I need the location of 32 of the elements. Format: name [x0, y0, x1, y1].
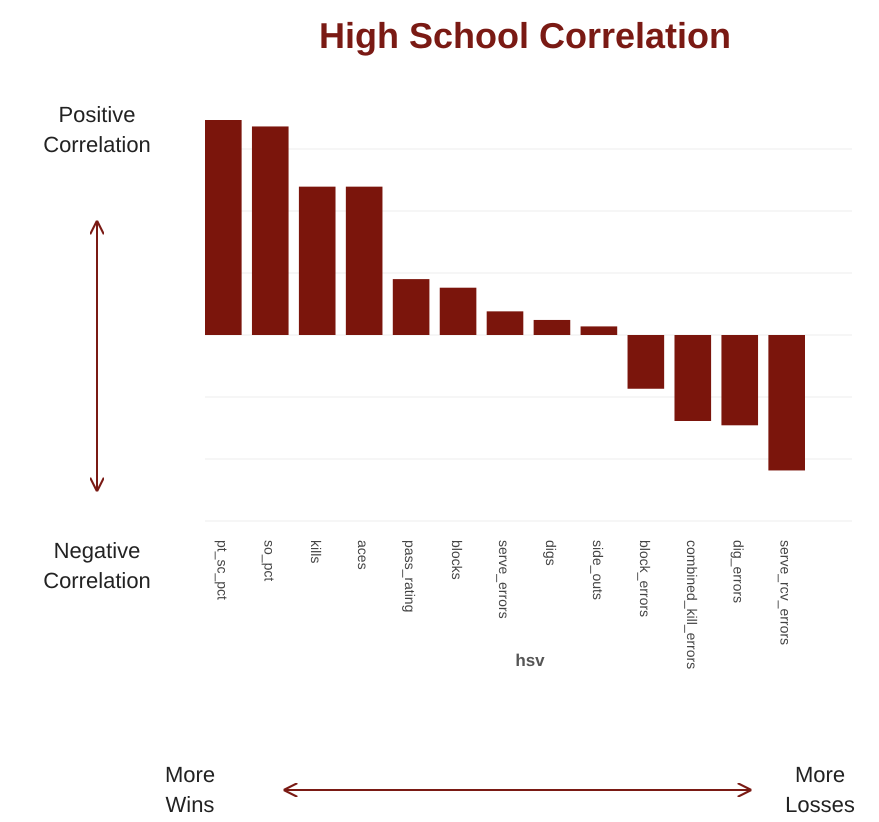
bar	[674, 335, 712, 421]
x-tick-label: side_outs	[590, 540, 606, 600]
text: More Wins	[164, 762, 216, 817]
x-tick-label: combined_kill_errors	[684, 540, 700, 670]
x-tick-label: serve_errors	[496, 540, 512, 619]
bar	[392, 279, 430, 335]
bar	[580, 326, 618, 335]
text: Positive Correlation	[43, 102, 151, 157]
x-tick-label: so_pct	[261, 540, 278, 582]
x-tick-label: blocks	[449, 540, 466, 580]
bar	[205, 120, 242, 335]
bar	[486, 311, 524, 335]
x-axis-title: hsv	[515, 651, 546, 670]
bar	[534, 320, 570, 335]
bar	[298, 186, 336, 335]
bar	[768, 335, 805, 470]
x-tick-label: serve_rcv_errors	[778, 540, 794, 646]
text: More Losses	[785, 762, 855, 817]
bar	[628, 335, 664, 389]
x-tick-label: block_errors	[636, 540, 653, 618]
chart-title: High School Correlation	[318, 15, 732, 56]
bar	[721, 335, 758, 426]
bar	[440, 288, 476, 335]
bar	[252, 126, 289, 335]
text: Negative Correlation	[43, 538, 151, 593]
x-tick-label: kills	[308, 540, 324, 564]
x-tick-label: pt_sc_pct	[214, 540, 230, 600]
x-tick-label: digs	[542, 540, 559, 566]
bar	[346, 186, 382, 335]
x-tick-label: aces	[355, 540, 372, 570]
x-tick-label: pass_rating	[402, 540, 418, 612]
x-tick-label: dig_errors	[730, 540, 747, 604]
